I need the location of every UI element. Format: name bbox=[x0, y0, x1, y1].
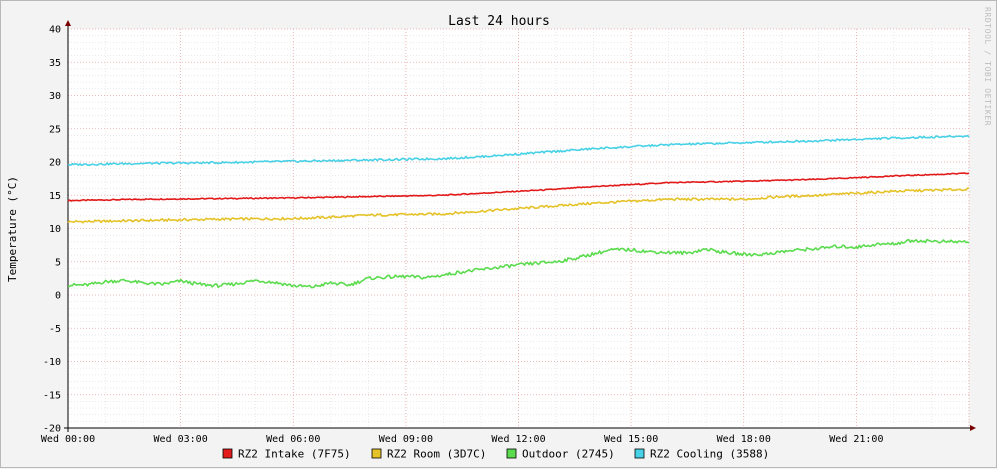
legend-label: RZ2 Intake (7F75) bbox=[238, 448, 351, 461]
legend-swatch bbox=[222, 448, 233, 459]
y-tick-label: -10 bbox=[43, 357, 61, 368]
legend-label: RZ2 Cooling (3588) bbox=[650, 448, 769, 461]
y-tick-label: 0 bbox=[55, 291, 61, 302]
legend-label: RZ2 Room (3D7C) bbox=[387, 448, 486, 461]
legend-swatch bbox=[371, 448, 382, 459]
legend-swatch bbox=[634, 448, 645, 459]
legend: RZ2 Intake (7F75) RZ2 Room (3D7C) Outdoor … bbox=[222, 448, 769, 461]
y-tick-label: 15 bbox=[49, 191, 61, 202]
x-tick-label: Wed 21:00 bbox=[829, 434, 883, 445]
y-tick-label: 30 bbox=[49, 91, 61, 102]
y-axis-label: Temperature (°C) bbox=[6, 176, 19, 282]
x-axis-arrow bbox=[970, 425, 976, 431]
rrdtool-watermark: RRDTOOL / TOBI OETIKER bbox=[983, 7, 992, 126]
series-line-1 bbox=[67, 172, 970, 202]
legend-label: Outdoor (2745) bbox=[522, 448, 615, 461]
grid-lines bbox=[67, 28, 970, 429]
y-tick-label: 5 bbox=[55, 257, 61, 268]
x-axis-tick-labels: Wed 00:00 Wed 03:00 Wed 06:00 Wed 09:00 Wed … bbox=[41, 434, 884, 445]
series-lines bbox=[67, 134, 970, 289]
x-tick-label: Wed 06:00 bbox=[266, 434, 320, 445]
y-tick-label: 40 bbox=[49, 25, 61, 36]
x-tick-label: Wed 15:00 bbox=[604, 434, 658, 445]
series-line-2 bbox=[67, 187, 970, 224]
x-tick-label: Wed 18:00 bbox=[717, 434, 771, 445]
x-tick-label: Wed 00:00 bbox=[41, 434, 95, 445]
y-tick-label: -20 bbox=[43, 424, 61, 435]
x-tick-label: Wed 12:00 bbox=[491, 434, 545, 445]
series-line-4 bbox=[67, 134, 970, 167]
y-axis-tick-labels: -20 -15 -10 -5 0 5 10 15 20 25 30 35 40 bbox=[43, 25, 61, 435]
y-axis-arrow bbox=[65, 20, 71, 26]
y-tick-label: 25 bbox=[49, 124, 61, 135]
series-line-3 bbox=[67, 238, 970, 289]
y-tick-label: -5 bbox=[49, 324, 61, 335]
axes bbox=[64, 20, 976, 432]
x-tick-label: Wed 03:00 bbox=[154, 434, 208, 445]
y-tick-label: 20 bbox=[49, 158, 61, 169]
y-tick-label: 10 bbox=[49, 224, 61, 235]
chart-title: Last 24 hours bbox=[448, 14, 550, 29]
x-tick-label: Wed 09:00 bbox=[379, 434, 433, 445]
y-tick-label: -15 bbox=[43, 390, 61, 401]
legend-swatch bbox=[506, 448, 517, 459]
y-tick-label: 35 bbox=[49, 58, 61, 69]
